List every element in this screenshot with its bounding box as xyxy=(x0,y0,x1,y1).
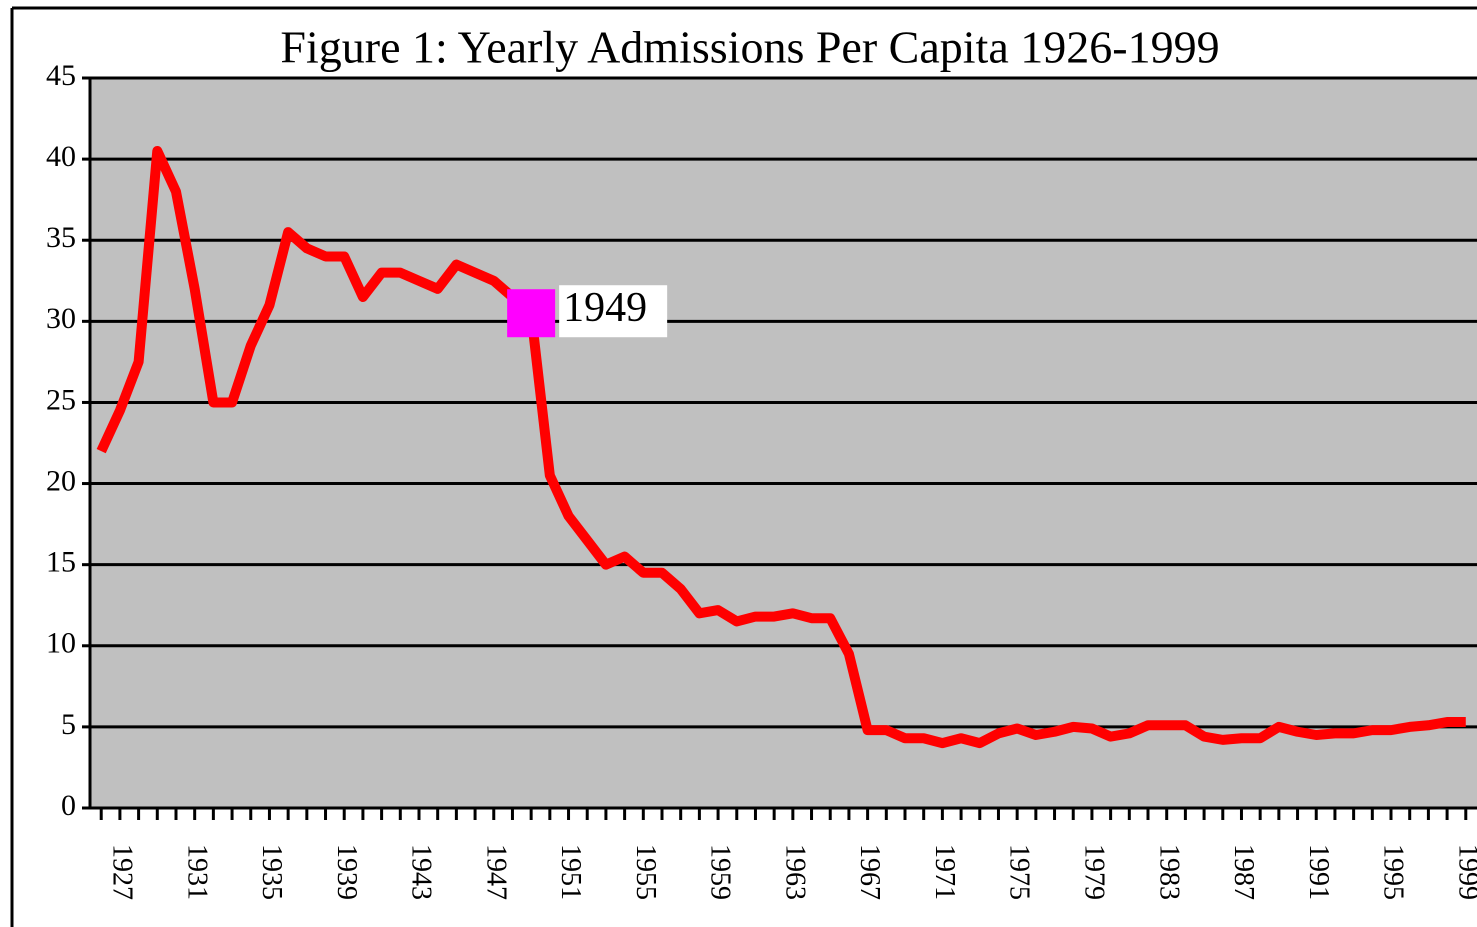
highlight-label-bg xyxy=(559,285,668,338)
x-tick-label: 1971 xyxy=(929,844,960,900)
y-tick-label: 25 xyxy=(46,383,76,416)
x-tick-label: 1979 xyxy=(1079,844,1110,900)
y-tick-label: 0 xyxy=(61,789,76,822)
y-tick-label: 30 xyxy=(46,302,76,335)
data-line xyxy=(96,146,1466,749)
x-tick-label: 1947 xyxy=(480,844,511,900)
plot-area xyxy=(90,78,1477,808)
x-tick-label: 1939 xyxy=(331,844,362,900)
y-tick-label: 10 xyxy=(46,627,76,660)
x-tick-label: 1931 xyxy=(181,844,212,900)
x-tick-label: 1991 xyxy=(1303,844,1334,900)
x-tick-label: 1943 xyxy=(406,844,437,900)
x-tick-label: 1963 xyxy=(779,844,810,900)
x-tick-label: 1955 xyxy=(630,844,661,900)
highlight-label: 1949 xyxy=(563,285,647,331)
chart-title: Figure 1: Yearly Admissions Per Capita 1… xyxy=(280,22,1219,73)
x-tick-label: 1927 xyxy=(106,844,137,900)
y-tick-label: 5 xyxy=(61,708,76,741)
y-tick-label: 35 xyxy=(46,221,76,254)
x-tick-label: 1967 xyxy=(854,844,885,900)
y-tick-label: 15 xyxy=(46,546,76,579)
x-tick-label: 1951 xyxy=(555,844,586,900)
x-tick-label: 1959 xyxy=(705,844,736,900)
y-tick-label: 20 xyxy=(46,464,76,497)
highlight-marker xyxy=(507,289,556,338)
y-tick-label: 45 xyxy=(46,59,76,92)
x-tick-label: 1995 xyxy=(1378,844,1409,900)
x-tick-label: 1987 xyxy=(1228,844,1259,900)
x-tick-label: 1999 xyxy=(1452,844,1477,900)
x-tick-label: 1983 xyxy=(1153,844,1184,900)
x-tick-label: 1935 xyxy=(256,844,287,900)
x-tick-label: 1975 xyxy=(1004,844,1035,900)
y-tick-label: 40 xyxy=(46,140,76,173)
